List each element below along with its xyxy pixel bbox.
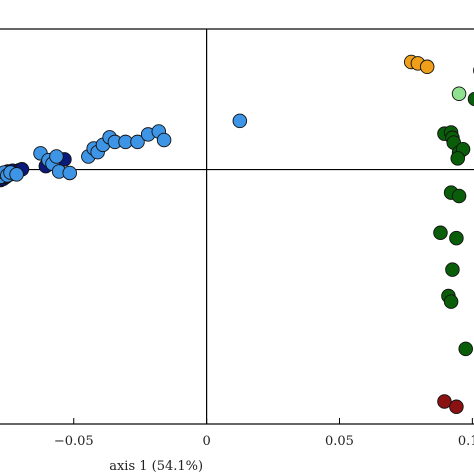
x-tick-label: −0.05	[54, 434, 94, 449]
data-point	[437, 394, 452, 409]
data-point	[62, 165, 78, 181]
data-point	[130, 134, 145, 150]
data-point	[445, 262, 460, 277]
x-tick-label: 0.05	[325, 434, 354, 449]
data-point	[443, 294, 459, 309]
data-point	[156, 132, 172, 148]
series-6	[437, 394, 464, 415]
data-point	[450, 151, 465, 166]
series-2	[403, 54, 435, 75]
plot-frame	[0, 28, 474, 425]
data-point	[451, 86, 467, 101]
x-tick-label: 0.10	[458, 434, 474, 449]
x-tick-label: 0	[202, 434, 210, 449]
zero-lines	[0, 29, 474, 424]
x-axis-title: axis 1 (54.1%)	[109, 459, 203, 474]
data-point	[433, 225, 448, 241]
data-point	[458, 341, 473, 357]
data-point	[419, 59, 435, 75]
data-point	[9, 167, 24, 182]
series-1	[0, 113, 248, 185]
x-axis-ticks: −0.05 0 0.05 0.10	[54, 418, 474, 449]
data-point	[449, 399, 464, 415]
data-point	[49, 149, 64, 164]
data-point	[449, 230, 464, 246]
data-point	[467, 91, 474, 107]
data-point	[451, 188, 467, 204]
plot-border	[0, 28, 474, 425]
data-point	[232, 113, 248, 129]
series-5	[433, 91, 474, 357]
